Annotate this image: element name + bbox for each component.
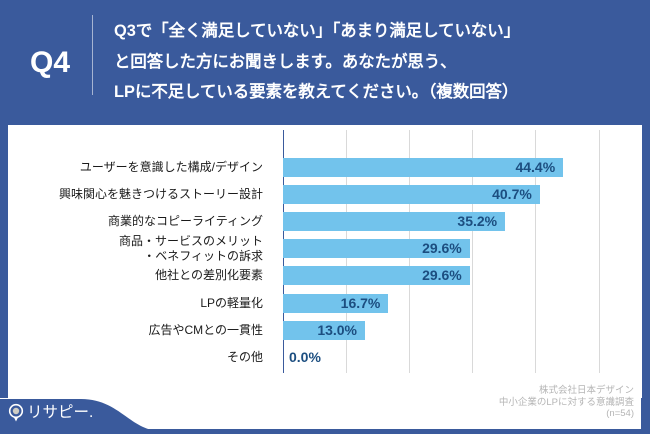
svg-text:リサピー.: リサピー.	[27, 404, 93, 421]
